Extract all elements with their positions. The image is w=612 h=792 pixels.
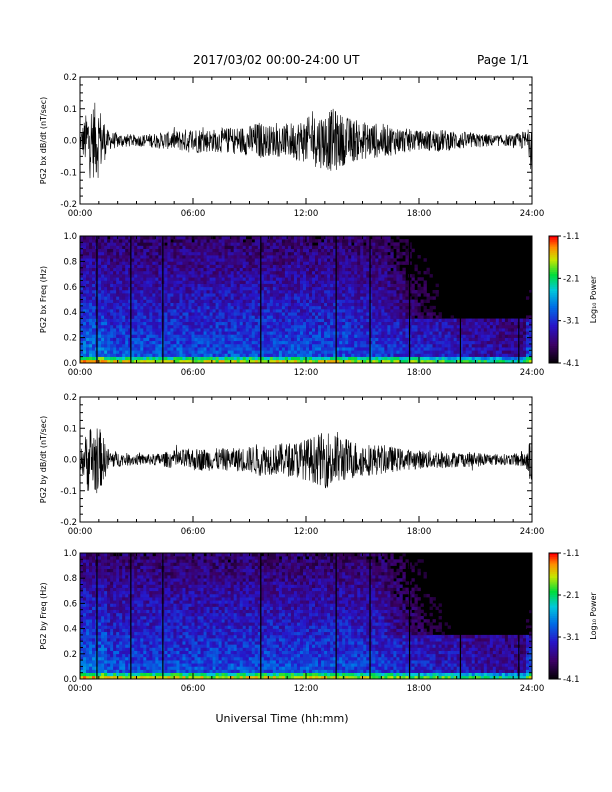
panel-3: 0.2 0.1 0.0 -0.1 -0.200:00 06:00 12:00 18:00 24:… (39, 393, 544, 537)
colorbar-tick-label: -2.1 (563, 591, 580, 601)
x-tick-label: 06:00 (181, 684, 206, 694)
x-tick-label: 06:00 (181, 527, 206, 537)
colorbar-title: Log₁₀ Power (589, 592, 598, 640)
x-tick-label: 06:00 (181, 209, 206, 219)
y-tick-label: 1.0 (63, 549, 77, 559)
x-tick-label: 18:00 (407, 368, 432, 378)
y-tick-label: -0.1 (60, 487, 77, 497)
panel-2: 1.0 0.8 0.6 0.4 0.2 0.000:00 06:00 12:00 18:00 24… (39, 232, 598, 378)
y-tick-label: 1.0 (63, 232, 77, 242)
x-tick-label: 12:00 (294, 368, 319, 378)
y-tick-label: 0.1 (63, 105, 77, 115)
page-indicator: Page 1/1 (477, 53, 530, 67)
y-tick-label: 0.8 (63, 574, 77, 584)
y-axis-title: PG2 by Freq (Hz) (39, 582, 48, 649)
y-tick-label: 0.0 (63, 359, 77, 369)
x-tick-label: 24:00 (520, 527, 545, 537)
colorbar-tick-label: -3.1 (563, 633, 580, 643)
colorbar: -1.1 -2.1 -3.1 -4.1 Log₁₀ Power (548, 232, 598, 369)
colorbar-tick-label: -3.1 (563, 317, 580, 327)
x-tick-label: 00:00 (68, 209, 93, 219)
y-tick-label: 0.4 (63, 625, 77, 635)
x-axis-title: Universal Time (hh:mm) (216, 712, 349, 725)
x-tick-label: 18:00 (407, 527, 432, 537)
x-tick-label: 24:00 (520, 209, 545, 219)
y-axis-title: PG2 bx Freq (Hz) (39, 266, 48, 333)
colorbar-tick-label: -1.1 (563, 549, 580, 559)
waveform-series (80, 102, 532, 179)
y-tick-label: 0.2 (63, 393, 77, 403)
x-tick-label: 12:00 (294, 684, 319, 694)
y-tick-label: -0.2 (60, 518, 77, 528)
y-axis-title: PG2 bx dB/dt (nT/sec) (39, 97, 48, 184)
colorbar-tick-label: -2.1 (563, 274, 580, 284)
y-tick-label: 0.4 (63, 308, 77, 318)
colorbar: -1.1 -2.1 -3.1 -4.1 Log₁₀ Power (548, 549, 598, 685)
x-tick-label: 00:00 (68, 527, 93, 537)
y-tick-label: 0.6 (63, 283, 77, 293)
y-tick-label: -0.1 (60, 168, 77, 178)
waveform-series (80, 428, 532, 494)
y-tick-label: 0.2 (63, 650, 77, 660)
colorbar-tick-label: -4.1 (563, 675, 580, 685)
x-tick-label: 00:00 (68, 368, 93, 378)
y-axis-title: PG2 by dB/dt (nT/sec) (39, 416, 48, 503)
y-tick-label: 0.0 (63, 675, 77, 685)
x-tick-label: 18:00 (407, 209, 432, 219)
y-tick-label: -0.2 (60, 200, 77, 210)
y-tick-label: 0.0 (63, 456, 77, 466)
colorbar-title: Log₁₀ Power (589, 275, 598, 323)
x-tick-label: 06:00 (181, 368, 206, 378)
spectrogram-cells (80, 553, 533, 680)
panel-1: 0.2 0.1 0.0 -0.1 -0.200:00 06:00 12:00 18:00 24:… (39, 73, 544, 219)
y-tick-label: 0.1 (63, 424, 77, 434)
panel-4: 1.0 0.8 0.6 0.4 0.2 0.000:00 06:00 12:00 18:00 24… (39, 549, 598, 694)
x-tick-label: 12:00 (294, 209, 319, 219)
colorbar-tick-label: -4.1 (563, 359, 580, 369)
x-tick-label: 24:00 (520, 684, 545, 694)
y-tick-label: 0.8 (63, 257, 77, 267)
plot-title: 2017/03/02 00:00-24:00 UT (193, 53, 360, 67)
x-tick-label: 00:00 (68, 684, 93, 694)
y-tick-label: 0.6 (63, 599, 77, 609)
y-tick-label: 0.2 (63, 73, 77, 83)
x-tick-label: 12:00 (294, 527, 319, 537)
y-tick-label: 0.2 (63, 334, 77, 344)
x-tick-label: 18:00 (407, 684, 432, 694)
x-tick-label: 24:00 (520, 368, 545, 378)
colorbar-tick-label: -1.1 (563, 232, 580, 242)
y-tick-label: 0.0 (63, 137, 77, 147)
